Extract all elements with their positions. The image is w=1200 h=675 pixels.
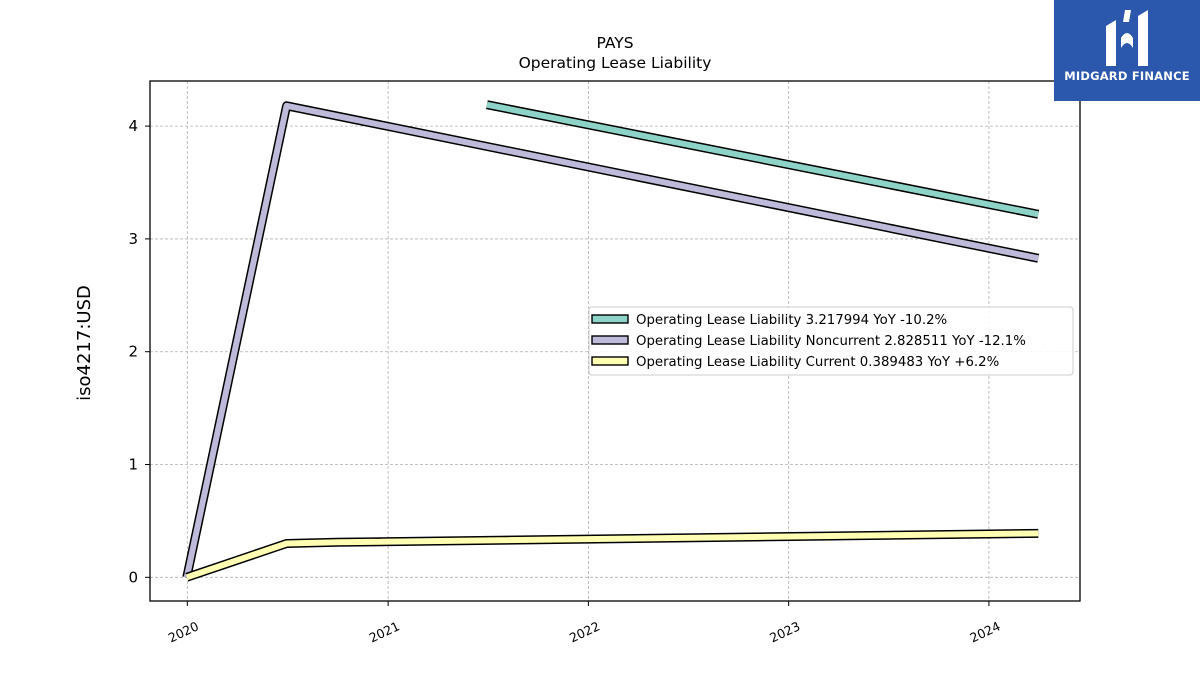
legend-label: Operating Lease Liability Current 0.3894… — [636, 355, 999, 370]
x-axis: 2020 2021 2022 2023 2024 — [166, 601, 1003, 645]
x-tick-label: 2021 — [367, 618, 402, 645]
logo-mark-icon — [1106, 10, 1148, 66]
y-tick-label: 2 — [128, 343, 138, 361]
y-tick-label: 3 — [128, 230, 138, 248]
y-tick-label: 1 — [128, 456, 138, 474]
x-tick-label: 2024 — [967, 618, 1002, 645]
legend-swatch — [591, 356, 629, 366]
logo-text: MIDGARD FINANCE — [1064, 69, 1190, 83]
series-line-1 — [183, 102, 1039, 578]
x-tick-label: 2022 — [567, 618, 602, 645]
chart-subtitle: Operating Lease Liability — [519, 54, 712, 72]
chart-title: PAYS — [596, 34, 633, 52]
legend-box — [588, 306, 1074, 376]
series-line-2 — [185, 530, 1039, 581]
y-axis: 0 1 2 3 4 — [128, 117, 150, 586]
y-tick-label: 4 — [128, 117, 138, 135]
plot-frame — [149, 80, 1081, 602]
x-tick-label: 2023 — [767, 618, 802, 645]
legend-swatch — [591, 335, 629, 345]
y-axis-label: iso4217:USD — [74, 285, 95, 401]
x-tick-label: 2020 — [166, 618, 201, 645]
series-layer — [182, 100, 1040, 582]
series-line-0 — [486, 101, 1039, 218]
brand-logo: MIDGARD FINANCE — [1054, 0, 1200, 101]
legend-label: Operating Lease Liability 3.217994 YoY -… — [636, 313, 947, 328]
legend-label: Operating Lease Liability Noncurrent 2.8… — [636, 334, 1026, 349]
legend: Operating Lease Liability 3.217994 YoY -… — [588, 306, 1074, 376]
legend-swatch — [591, 314, 629, 324]
y-tick-label: 0 — [128, 568, 138, 586]
